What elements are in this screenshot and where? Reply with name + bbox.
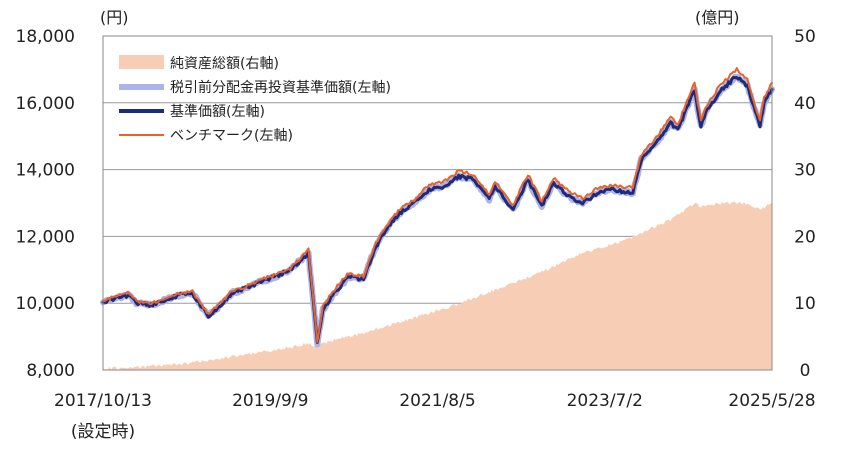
x-tick-label: 2023/7/2 — [567, 391, 643, 411]
legend: 純資産総額(右軸) 税引前分配金再投資基準価額(左軸) 基準価額(左軸) ベンチマーク… — [119, 55, 391, 144]
plot-frame — [102, 35, 773, 371]
net-assets-area-layer — [103, 201, 772, 370]
legend-swatch-area — [119, 55, 164, 69]
legend-label: ベンチマーク(左軸) — [170, 128, 293, 144]
left-tick-label: 10,000 — [16, 294, 75, 314]
legend-label: 税引前分配金再投資基準価額(左軸) — [170, 79, 391, 96]
left-tick-label: 16,000 — [16, 94, 75, 114]
x-tick-sublabel: (設定時) — [71, 422, 135, 442]
legend-label: 純資産総額(右軸) — [170, 56, 279, 72]
right-axis-ticks: 0 10 20 30 40 50 — [794, 27, 816, 381]
series-3-line — [101, 75, 774, 344]
left-axis-unit: (円) — [100, 8, 129, 27]
right-axis-unit: (億円) — [695, 8, 740, 27]
x-tick-label: 2025/5/28 — [728, 391, 815, 411]
left-tick-label: 18,000 — [16, 27, 75, 47]
x-tick-label: 2017/10/13 — [54, 391, 152, 411]
legend-label: 基準価額(左軸) — [170, 103, 265, 120]
left-axis-ticks: 8,000 10,000 12,000 14,000 16,000 18,000 — [16, 27, 75, 381]
left-tick-label: 8,000 — [26, 361, 75, 381]
right-tick-label: 30 — [794, 161, 816, 181]
right-tick-label: 10 — [794, 294, 816, 314]
right-tick-label: 0 — [800, 361, 811, 381]
left-tick-label: 12,000 — [16, 227, 75, 247]
price-lines-layer — [100, 67, 775, 348]
x-axis-ticks: 2017/10/13 (設定時) 2019/9/9 2021/8/5 2023/7/2 2… — [54, 391, 816, 442]
series-1-area — [103, 201, 772, 370]
right-tick-label: 50 — [794, 27, 816, 47]
series-4-line — [102, 67, 773, 344]
x-tick-label: 2019/9/9 — [232, 391, 308, 411]
left-tick-label: 14,000 — [16, 161, 75, 181]
right-tick-label: 20 — [794, 227, 816, 247]
x-tick-label: 2021/8/5 — [399, 391, 475, 411]
right-tick-label: 40 — [794, 94, 816, 114]
